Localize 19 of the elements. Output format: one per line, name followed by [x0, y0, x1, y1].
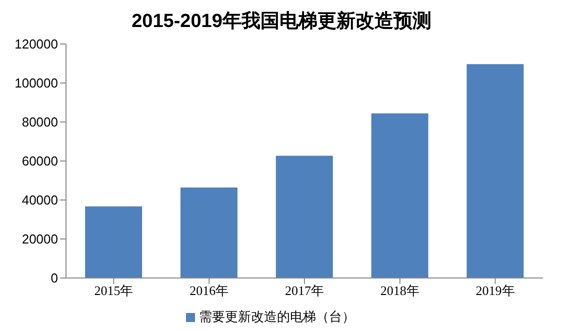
x-tick-label: 2015年 — [94, 283, 134, 298]
bar — [276, 156, 333, 278]
x-tick-label: 2019年 — [476, 283, 515, 298]
x-tick-label: 2017年 — [285, 283, 324, 298]
y-tick-label: 40000 — [22, 192, 58, 208]
chart-title: 2015-2019年我国电梯更新改造预测 — [130, 10, 432, 34]
x-tick-label: 2016年 — [190, 283, 229, 298]
y-tick-label: 120000 — [14, 36, 58, 52]
y-tick-label: 60000 — [22, 154, 58, 169]
y-tick-label: 100000 — [14, 76, 58, 91]
legend-label: 需要更新改造的电梯（台） — [199, 309, 355, 324]
bar — [180, 188, 238, 278]
bar — [466, 64, 524, 278]
bar — [85, 206, 142, 278]
x-tick-label: 2018年 — [380, 283, 420, 298]
y-tick-label: 80000 — [22, 114, 58, 130]
bar — [371, 113, 428, 278]
y-tick-label: 0 — [50, 270, 58, 286]
y-tick-label: 20000 — [22, 232, 58, 247]
